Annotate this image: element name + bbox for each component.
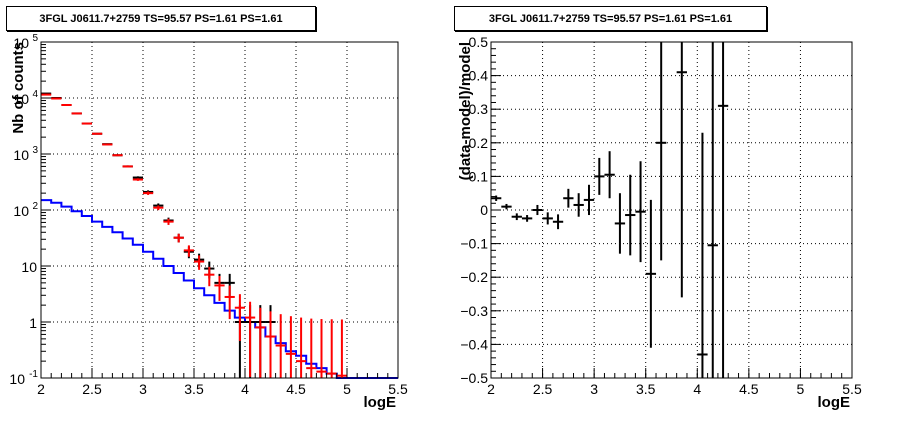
x-tick-label: 4 (693, 381, 701, 397)
y-tick-label: 1 (29, 315, 37, 331)
y-tick-exponent: 4 (32, 89, 38, 100)
y-tick-label: 10 (13, 147, 29, 163)
y-tick-label: −0.5 (460, 370, 488, 386)
x-tick-label: 3 (139, 381, 147, 397)
x-tick-label: 4.5 (286, 381, 306, 397)
y-tick-label: 10 (13, 91, 29, 107)
y-tick-exponent: 3 (32, 145, 38, 156)
y-tick-label: 0.5 (469, 34, 489, 50)
y-tick-label: 0.4 (469, 68, 489, 84)
plot-area (41, 42, 398, 378)
y-tick-label: 10 (13, 35, 29, 51)
x-tick-label: 5 (797, 381, 805, 397)
x-axis-label: logE (818, 394, 851, 411)
x-tick-label: 2 (37, 381, 45, 397)
x-tick-label: 3 (590, 381, 598, 397)
y-tick-label: 0.3 (469, 101, 489, 117)
counts-chart-title: 3FGL J0611.7+2759 TS=95.57 PS=1.61 PS=1.… (6, 6, 316, 31)
y-tick-exponent: -1 (29, 369, 38, 380)
y-axis-label: Nb of counts (10, 42, 27, 134)
y-tick-label: −0.4 (460, 336, 488, 352)
x-tick-label: 5 (343, 381, 351, 397)
x-tick-label: 5.5 (388, 381, 408, 397)
x-tick-label: 2.5 (533, 381, 553, 397)
residuals-chart-title: 3FGL J0611.7+2759 TS=95.57 PS=1.61 PS=1.… (454, 6, 767, 31)
x-tick-label: 4.5 (739, 381, 759, 397)
x-axis-label: logE (364, 394, 397, 411)
x-tick-label: 3.5 (184, 381, 204, 397)
x-tick-label: 2.5 (82, 381, 102, 397)
y-tick-label: 0.2 (469, 135, 489, 151)
model-histogram-line (41, 199, 398, 379)
x-tick-label: 3.5 (636, 381, 656, 397)
y-tick-label: 0 (480, 202, 488, 218)
y-axis-label: (data-model)/model (457, 42, 474, 180)
y-tick-exponent: 5 (32, 33, 38, 44)
y-tick-exponent: 2 (32, 201, 38, 212)
x-tick-label: 2 (487, 381, 495, 397)
y-tick-label: −0.1 (460, 236, 488, 252)
y-tick-label: 10 (9, 371, 25, 387)
y-tick-label: −0.2 (460, 269, 488, 285)
residuals-panel: 2 2.5 3 3.5 4 4.5 5 5.5 −0.5 −0.4 −0.3 −0.2 −0.1 0 0.1… (457, 34, 862, 411)
y-tick-label: 10 (13, 203, 29, 219)
y-tick-label: 10 (21, 259, 37, 275)
y-tick-label: 0.1 (469, 168, 489, 184)
x-tick-label: 4 (241, 381, 249, 397)
y-tick-label: −0.3 (460, 303, 488, 319)
x-tick-label: 5.5 (842, 381, 862, 397)
